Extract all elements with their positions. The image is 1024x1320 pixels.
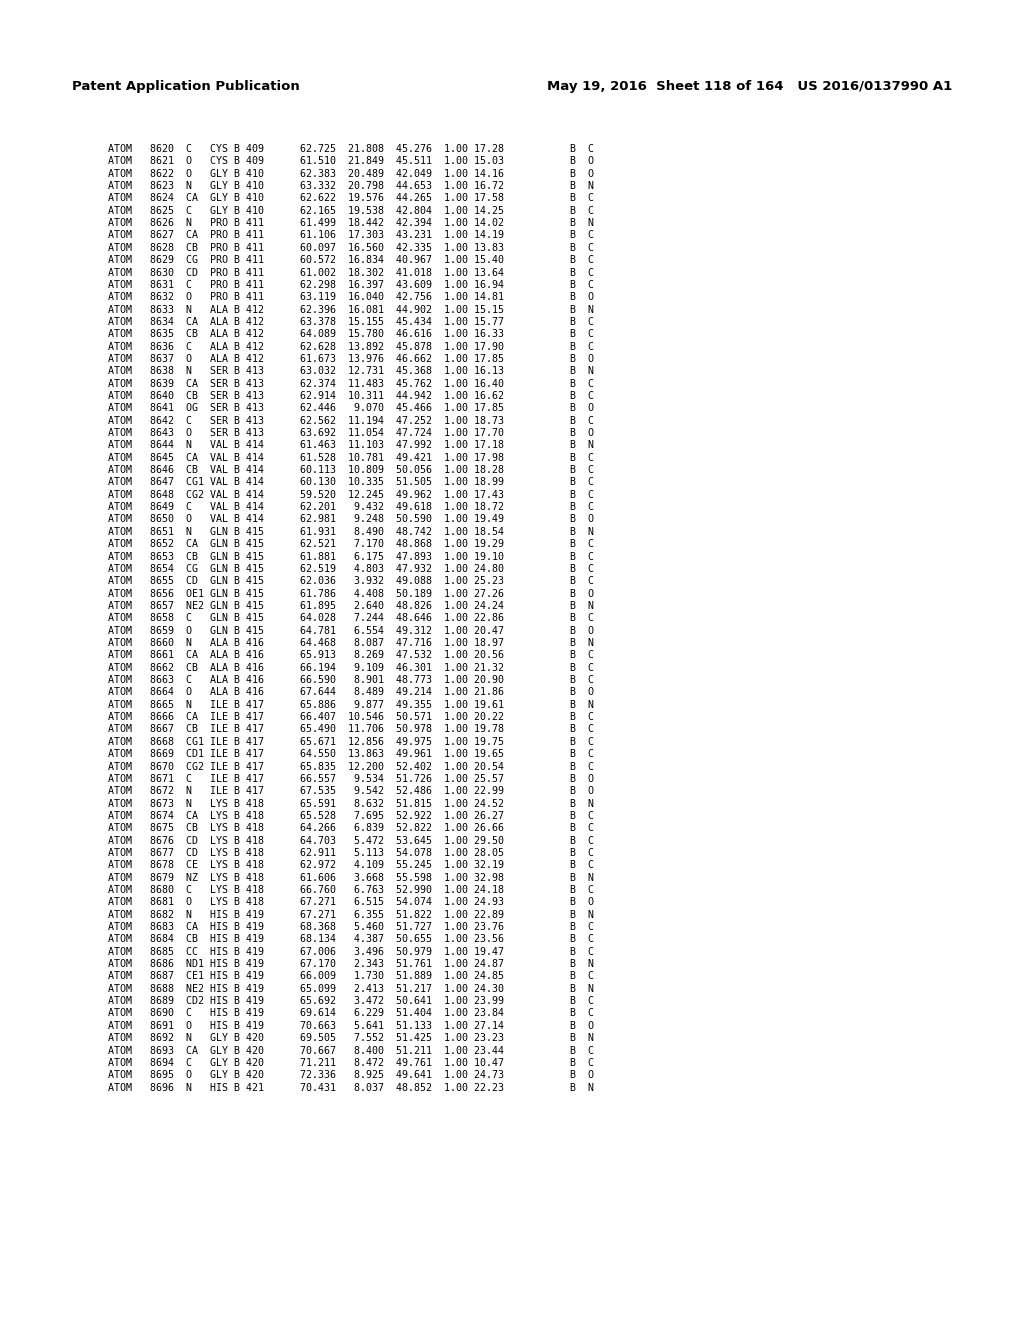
Text: ATOM   8635  CB  ALA B 412      64.089  15.780  46.616  1.00 16.33           B  : ATOM 8635 CB ALA B 412 64.089 15.780 46.… [108, 329, 594, 339]
Text: ATOM   8655  CD  GLN B 415      62.036   3.932  49.088  1.00 25.23           B  : ATOM 8655 CD GLN B 415 62.036 3.932 49.0… [108, 577, 594, 586]
Text: ATOM   8666  CA  ILE B 417      66.407  10.546  50.571  1.00 20.22           B  : ATOM 8666 CA ILE B 417 66.407 10.546 50.… [108, 711, 594, 722]
Text: ATOM   8637  O   ALA B 412      61.673  13.976  46.662  1.00 17.85           B  : ATOM 8637 O ALA B 412 61.673 13.976 46.6… [108, 354, 594, 364]
Text: ATOM   8646  CB  VAL B 414      60.113  10.809  50.056  1.00 18.28           B  : ATOM 8646 CB VAL B 414 60.113 10.809 50.… [108, 465, 594, 475]
Text: ATOM   8685  CC  HIS B 419      67.006   3.496  50.979  1.00 19.47           B  : ATOM 8685 CC HIS B 419 67.006 3.496 50.9… [108, 946, 594, 957]
Text: ATOM   8649  C   VAL B 414      62.201   9.432  49.618  1.00 18.72           B  : ATOM 8649 C VAL B 414 62.201 9.432 49.61… [108, 502, 594, 512]
Text: ATOM   8680  C   LYS B 418      66.760   6.763  52.990  1.00 24.18           B  : ATOM 8680 C LYS B 418 66.760 6.763 52.99… [108, 884, 594, 895]
Text: ATOM   8661  CA  ALA B 416      65.913   8.269  47.532  1.00 20.56           B  : ATOM 8661 CA ALA B 416 65.913 8.269 47.5… [108, 651, 594, 660]
Text: ATOM   8658  C   GLN B 415      64.028   7.244  48.646  1.00 22.86           B  : ATOM 8658 C GLN B 415 64.028 7.244 48.64… [108, 614, 594, 623]
Text: ATOM   8677  CD  LYS B 418      62.911   5.113  54.078  1.00 28.05           B  : ATOM 8677 CD LYS B 418 62.911 5.113 54.0… [108, 847, 594, 858]
Text: ATOM   8692  N   GLY B 420      69.505   7.552  51.425  1.00 23.23           B  : ATOM 8692 N GLY B 420 69.505 7.552 51.42… [108, 1034, 594, 1043]
Text: Patent Application Publication: Patent Application Publication [72, 81, 300, 92]
Text: ATOM   8681  O   LYS B 418      67.271   6.515  54.074  1.00 24.93           B  : ATOM 8681 O LYS B 418 67.271 6.515 54.07… [108, 898, 594, 907]
Text: ATOM   8636  C   ALA B 412      62.628  13.892  45.878  1.00 17.90           B  : ATOM 8636 C ALA B 412 62.628 13.892 45.8… [108, 342, 594, 351]
Text: ATOM   8625  C   GLY B 410      62.165  19.538  42.804  1.00 14.25           B  : ATOM 8625 C GLY B 410 62.165 19.538 42.8… [108, 206, 594, 215]
Text: ATOM   8633  N   ALA B 412      62.396  16.081  44.902  1.00 15.15           B  : ATOM 8633 N ALA B 412 62.396 16.081 44.9… [108, 305, 594, 314]
Text: ATOM   8688  NE2 HIS B 419      65.099   2.413  51.217  1.00 24.30           B  : ATOM 8688 NE2 HIS B 419 65.099 2.413 51.… [108, 983, 594, 994]
Text: ATOM   8626  N   PRO B 411      61.499  18.442  42.394  1.00 14.02           B  : ATOM 8626 N PRO B 411 61.499 18.442 42.3… [108, 218, 594, 228]
Text: ATOM   8686  ND1 HIS B 419      67.170   2.343  51.761  1.00 24.87           B  : ATOM 8686 ND1 HIS B 419 67.170 2.343 51.… [108, 960, 594, 969]
Text: ATOM   8620  C   CYS B 409      62.725  21.808  45.276  1.00 17.28           B  : ATOM 8620 C CYS B 409 62.725 21.808 45.2… [108, 144, 594, 154]
Text: ATOM   8642  C   SER B 413      62.562  11.194  47.252  1.00 18.73           B  : ATOM 8642 C SER B 413 62.562 11.194 47.2… [108, 416, 594, 425]
Text: ATOM   8689  CD2 HIS B 419      65.692   3.472  50.641  1.00 23.99           B  : ATOM 8689 CD2 HIS B 419 65.692 3.472 50.… [108, 997, 594, 1006]
Text: ATOM   8631  C   PRO B 411      62.298  16.397  43.609  1.00 16.94           B  : ATOM 8631 C PRO B 411 62.298 16.397 43.6… [108, 280, 594, 290]
Text: ATOM   8657  NE2 GLN B 415      61.895   2.640  48.826  1.00 24.24           B  : ATOM 8657 NE2 GLN B 415 61.895 2.640 48.… [108, 601, 594, 611]
Text: ATOM   8650  O   VAL B 414      62.981   9.248  50.590  1.00 19.49           B  : ATOM 8650 O VAL B 414 62.981 9.248 50.59… [108, 515, 594, 524]
Text: ATOM   8647  CG1 VAL B 414      60.130  10.335  51.505  1.00 18.99           B  : ATOM 8647 CG1 VAL B 414 60.130 10.335 51… [108, 478, 594, 487]
Text: ATOM   8670  CG2 ILE B 417      65.835  12.200  52.402  1.00 20.54           B  : ATOM 8670 CG2 ILE B 417 65.835 12.200 52… [108, 762, 594, 771]
Text: ATOM   8678  CE  LYS B 418      62.972   4.109  55.245  1.00 32.19           B  : ATOM 8678 CE LYS B 418 62.972 4.109 55.2… [108, 861, 594, 870]
Text: ATOM   8660  N   ALA B 416      64.468   8.087  47.716  1.00 18.97           B  : ATOM 8660 N ALA B 416 64.468 8.087 47.71… [108, 638, 594, 648]
Text: ATOM   8641  OG  SER B 413      62.446   9.070  45.466  1.00 17.85           B  : ATOM 8641 OG SER B 413 62.446 9.070 45.4… [108, 404, 594, 413]
Text: ATOM   8656  OE1 GLN B 415      61.786   4.408  50.189  1.00 27.26           B  : ATOM 8656 OE1 GLN B 415 61.786 4.408 50.… [108, 589, 594, 598]
Text: ATOM   8691  O   HIS B 419      70.663   5.641  51.133  1.00 27.14           B  : ATOM 8691 O HIS B 419 70.663 5.641 51.13… [108, 1020, 594, 1031]
Text: ATOM   8662  CB  ALA B 416      66.194   9.109  46.301  1.00 21.32           B  : ATOM 8662 CB ALA B 416 66.194 9.109 46.3… [108, 663, 594, 673]
Text: ATOM   8679  NZ  LYS B 418      61.606   3.668  55.598  1.00 32.98           B  : ATOM 8679 NZ LYS B 418 61.606 3.668 55.5… [108, 873, 594, 883]
Text: ATOM   8668  CG1 ILE B 417      65.671  12.856  49.975  1.00 19.75           B  : ATOM 8668 CG1 ILE B 417 65.671 12.856 49… [108, 737, 594, 747]
Text: ATOM   8684  CB  HIS B 419      68.134   4.387  50.655  1.00 23.56           B  : ATOM 8684 CB HIS B 419 68.134 4.387 50.6… [108, 935, 594, 944]
Text: ATOM   8674  CA  LYS B 418      65.528   7.695  52.922  1.00 26.27           B  : ATOM 8674 CA LYS B 418 65.528 7.695 52.9… [108, 810, 594, 821]
Text: ATOM   8675  CB  LYS B 418      64.266   6.839  52.822  1.00 26.66           B  : ATOM 8675 CB LYS B 418 64.266 6.839 52.8… [108, 824, 594, 833]
Text: ATOM   8628  CB  PRO B 411      60.097  16.560  42.335  1.00 13.83           B  : ATOM 8628 CB PRO B 411 60.097 16.560 42.… [108, 243, 594, 253]
Text: ATOM   8634  CA  ALA B 412      63.378  15.155  45.434  1.00 15.77           B  : ATOM 8634 CA ALA B 412 63.378 15.155 45.… [108, 317, 594, 327]
Text: ATOM   8659  O   GLN B 415      64.781   6.554  49.312  1.00 20.47           B  : ATOM 8659 O GLN B 415 64.781 6.554 49.31… [108, 626, 594, 636]
Text: ATOM   8682  N   HIS B 419      67.271   6.355  51.822  1.00 22.89           B  : ATOM 8682 N HIS B 419 67.271 6.355 51.82… [108, 909, 594, 920]
Text: ATOM   8694  C   GLY B 420      71.211   8.472  49.761  1.00 10.47           B  : ATOM 8694 C GLY B 420 71.211 8.472 49.76… [108, 1057, 594, 1068]
Text: ATOM   8669  CD1 ILE B 417      64.550  13.863  49.961  1.00 19.65           B  : ATOM 8669 CD1 ILE B 417 64.550 13.863 49… [108, 750, 594, 759]
Text: ATOM   8683  CA  HIS B 419      68.368   5.460  51.727  1.00 23.76           B  : ATOM 8683 CA HIS B 419 68.368 5.460 51.7… [108, 923, 594, 932]
Text: ATOM   8648  CG2 VAL B 414      59.520  12.245  49.962  1.00 17.43           B  : ATOM 8648 CG2 VAL B 414 59.520 12.245 49… [108, 490, 594, 500]
Text: ATOM   8663  C   ALA B 416      66.590   8.901  48.773  1.00 20.90           B  : ATOM 8663 C ALA B 416 66.590 8.901 48.77… [108, 675, 594, 685]
Text: ATOM   8671  C   ILE B 417      66.557   9.534  51.726  1.00 25.57           B  : ATOM 8671 C ILE B 417 66.557 9.534 51.72… [108, 774, 594, 784]
Text: ATOM   8687  CE1 HIS B 419      66.009   1.730  51.889  1.00 24.85           B  : ATOM 8687 CE1 HIS B 419 66.009 1.730 51.… [108, 972, 594, 982]
Text: ATOM   8673  N   LYS B 418      65.591   8.632  51.815  1.00 24.52           B  : ATOM 8673 N LYS B 418 65.591 8.632 51.81… [108, 799, 594, 809]
Text: ATOM   8652  CA  GLN B 415      62.521   7.170  48.868  1.00 19.29           B  : ATOM 8652 CA GLN B 415 62.521 7.170 48.8… [108, 539, 594, 549]
Text: ATOM   8643  O   SER B 413      63.692  11.054  47.724  1.00 17.70           B  : ATOM 8643 O SER B 413 63.692 11.054 47.7… [108, 428, 594, 438]
Text: ATOM   8653  CB  GLN B 415      61.881   6.175  47.893  1.00 19.10           B  : ATOM 8653 CB GLN B 415 61.881 6.175 47.8… [108, 552, 594, 561]
Text: ATOM   8654  CG  GLN B 415      62.519   4.803  47.932  1.00 24.80           B  : ATOM 8654 CG GLN B 415 62.519 4.803 47.9… [108, 564, 594, 574]
Text: ATOM   8665  N   ILE B 417      65.886   9.877  49.355  1.00 19.61           B  : ATOM 8665 N ILE B 417 65.886 9.877 49.35… [108, 700, 594, 710]
Text: ATOM   8664  O   ALA B 416      67.644   8.489  49.214  1.00 21.86           B  : ATOM 8664 O ALA B 416 67.644 8.489 49.21… [108, 688, 594, 697]
Text: ATOM   8645  CA  VAL B 414      61.528  10.781  49.421  1.00 17.98           B  : ATOM 8645 CA VAL B 414 61.528 10.781 49.… [108, 453, 594, 463]
Text: ATOM   8630  CD  PRO B 411      61.002  18.302  41.018  1.00 13.64           B  : ATOM 8630 CD PRO B 411 61.002 18.302 41.… [108, 268, 594, 277]
Text: ATOM   8632  O   PRO B 411      63.119  16.040  42.756  1.00 14.81           B  : ATOM 8632 O PRO B 411 63.119 16.040 42.7… [108, 292, 594, 302]
Text: ATOM   8690  C   HIS B 419      69.614   6.229  51.404  1.00 23.84           B  : ATOM 8690 C HIS B 419 69.614 6.229 51.40… [108, 1008, 594, 1019]
Text: ATOM   8640  CB  SER B 413      62.914  10.311  44.942  1.00 16.62           B  : ATOM 8640 CB SER B 413 62.914 10.311 44.… [108, 391, 594, 401]
Text: May 19, 2016  Sheet 118 of 164   US 2016/0137990 A1: May 19, 2016 Sheet 118 of 164 US 2016/01… [547, 81, 952, 92]
Text: ATOM   8627  CA  PRO B 411      61.106  17.303  43.231  1.00 14.19           B  : ATOM 8627 CA PRO B 411 61.106 17.303 43.… [108, 231, 594, 240]
Text: ATOM   8621  O   CYS B 409      61.510  21.849  45.511  1.00 15.03           B  : ATOM 8621 O CYS B 409 61.510 21.849 45.5… [108, 156, 594, 166]
Text: ATOM   8672  N   ILE B 417      67.535   9.542  52.486  1.00 22.99           B  : ATOM 8672 N ILE B 417 67.535 9.542 52.48… [108, 787, 594, 796]
Text: ATOM   8695  O   GLY B 420      72.336   8.925  49.641  1.00 24.73           B  : ATOM 8695 O GLY B 420 72.336 8.925 49.64… [108, 1071, 594, 1080]
Text: ATOM   8693  CA  GLY B 420      70.667   8.400  51.211  1.00 23.44           B  : ATOM 8693 CA GLY B 420 70.667 8.400 51.2… [108, 1045, 594, 1056]
Text: ATOM   8638  N   SER B 413      63.032  12.731  45.368  1.00 16.13           B  : ATOM 8638 N SER B 413 63.032 12.731 45.3… [108, 366, 594, 376]
Text: ATOM   8639  CA  SER B 413      62.374  11.483  45.762  1.00 16.40           B  : ATOM 8639 CA SER B 413 62.374 11.483 45.… [108, 379, 594, 388]
Text: ATOM   8696  N   HIS B 421      70.431   8.037  48.852  1.00 22.23           B  : ATOM 8696 N HIS B 421 70.431 8.037 48.85… [108, 1082, 594, 1093]
Text: ATOM   8644  N   VAL B 414      61.463  11.103  47.992  1.00 17.18           B  : ATOM 8644 N VAL B 414 61.463 11.103 47.9… [108, 441, 594, 450]
Text: ATOM   8667  CB  ILE B 417      65.490  11.706  50.978  1.00 19.78           B  : ATOM 8667 CB ILE B 417 65.490 11.706 50.… [108, 725, 594, 734]
Text: ATOM   8623  N   GLY B 410      63.332  20.798  44.653  1.00 16.72           B  : ATOM 8623 N GLY B 410 63.332 20.798 44.6… [108, 181, 594, 191]
Text: ATOM   8624  CA  GLY B 410      62.622  19.576  44.265  1.00 17.58           B  : ATOM 8624 CA GLY B 410 62.622 19.576 44.… [108, 194, 594, 203]
Text: ATOM   8629  CG  PRO B 411      60.572  16.834  40.967  1.00 15.40           B  : ATOM 8629 CG PRO B 411 60.572 16.834 40.… [108, 255, 594, 265]
Text: ATOM   8651  N   GLN B 415      61.931   8.490  48.742  1.00 18.54           B  : ATOM 8651 N GLN B 415 61.931 8.490 48.74… [108, 527, 594, 537]
Text: ATOM   8622  O   GLY B 410      62.383  20.489  42.049  1.00 14.16           B  : ATOM 8622 O GLY B 410 62.383 20.489 42.0… [108, 169, 594, 178]
Text: ATOM   8676  CD  LYS B 418      64.703   5.472  53.645  1.00 29.50           B  : ATOM 8676 CD LYS B 418 64.703 5.472 53.6… [108, 836, 594, 846]
